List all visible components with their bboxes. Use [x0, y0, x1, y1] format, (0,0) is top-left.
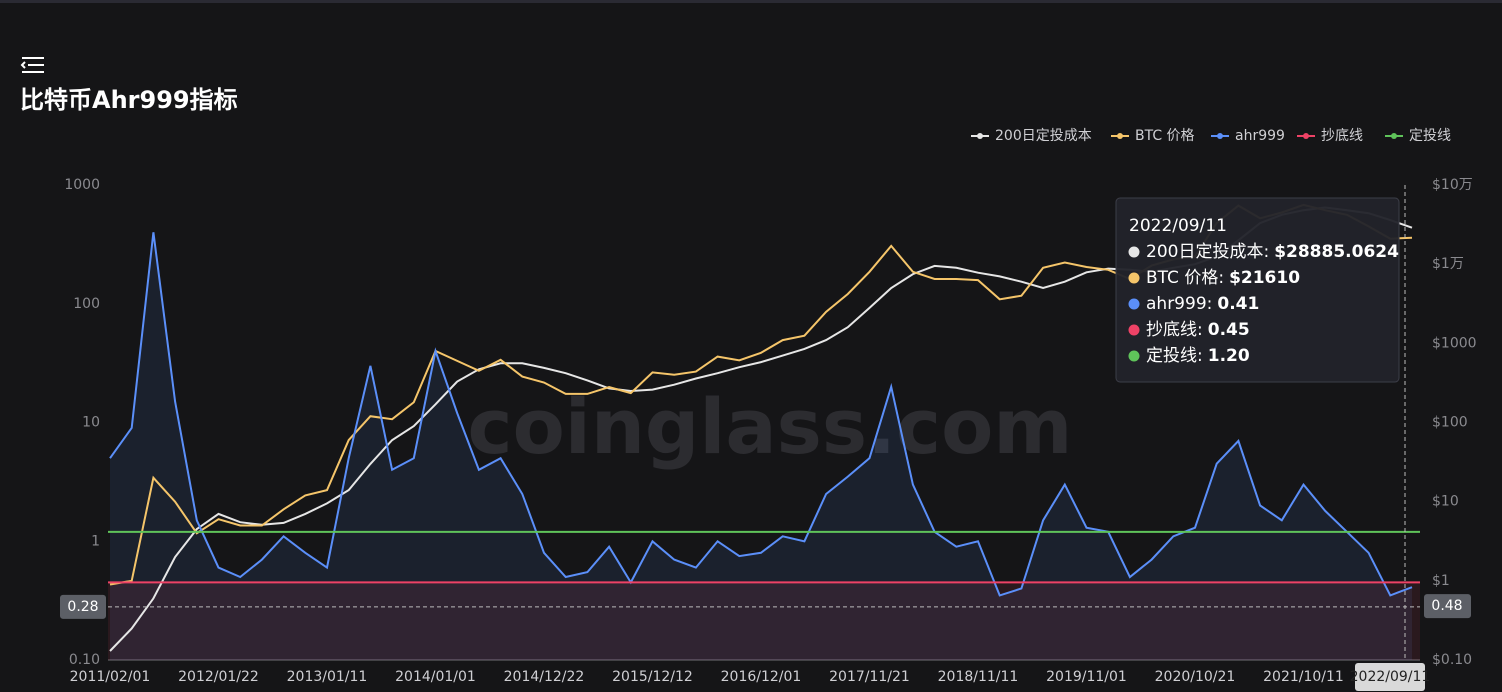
- y-tick-label: 100: [73, 296, 100, 312]
- tooltip-box: [1115, 197, 1400, 383]
- tooltip-label: 定投线:: [1146, 346, 1203, 366]
- x-tick-label: 2013/01/11: [287, 669, 368, 685]
- y-tick-label: 1000: [64, 177, 100, 193]
- tooltip-value: $28885.0624: [1274, 242, 1399, 262]
- x-tick-label: 2014/12/22: [504, 669, 585, 685]
- pointer-y-label: 0.28: [67, 599, 98, 615]
- legend-label: ahr999: [1235, 128, 1285, 144]
- tooltip-row: 抄底线: 0.45: [1146, 320, 1250, 340]
- tooltip-label: 200日定投成本:: [1146, 242, 1269, 262]
- tooltip-title: 2022/09/11: [1129, 216, 1227, 236]
- tooltip-dot: [1128, 272, 1140, 284]
- tooltip-row: 200日定投成本: $28885.0624: [1146, 242, 1399, 262]
- x-tick-label: 2021/10/11: [1263, 669, 1344, 685]
- legend-label: BTC 价格: [1135, 128, 1195, 144]
- x-tick-label: 2016/12/01: [721, 669, 802, 685]
- y2-tick-label: $1000: [1432, 335, 1477, 351]
- pointer-y2-box: [1424, 594, 1471, 619]
- legend-item[interactable]: BTC 价格: [1111, 128, 1195, 144]
- x-tick-label: 2020/10/21: [1155, 669, 1236, 685]
- tooltip-label: 抄底线:: [1146, 320, 1203, 340]
- legend-dot: [1117, 133, 1123, 139]
- x-tick-label: 2022/09/11: [1350, 669, 1431, 685]
- top-border: [0, 0, 1502, 3]
- tooltip-dot: [1128, 298, 1140, 310]
- legend-item[interactable]: 200日定投成本: [971, 128, 1092, 144]
- tooltip-row: BTC 价格: $21610: [1146, 268, 1300, 288]
- series-line: [109, 232, 1413, 597]
- legend-dot: [1391, 133, 1397, 139]
- y-tick-label: 10: [82, 415, 100, 431]
- y2-tick-label: $0.10: [1432, 652, 1472, 668]
- tooltip-label: ahr999:: [1146, 294, 1212, 314]
- legend-item[interactable]: 抄底线: [1297, 128, 1363, 144]
- y2-tick-label: $10: [1432, 494, 1459, 510]
- legend-label: 抄底线: [1321, 128, 1363, 144]
- y2-tick-label: $1: [1432, 573, 1450, 589]
- tooltip-value: 0.45: [1208, 320, 1250, 340]
- y2-tick-label: $100: [1432, 415, 1468, 431]
- x-tick-label: 2011/02/01: [70, 669, 151, 685]
- tooltip-dot: [1128, 324, 1140, 336]
- x-tick-label: 2015/12/12: [612, 669, 693, 685]
- low-zone: [108, 582, 1420, 660]
- tooltip-dot: [1128, 350, 1140, 362]
- chart-title: 比特币Ahr999指标: [20, 86, 238, 114]
- x-tick-label: 2014/01/01: [395, 669, 476, 685]
- tooltip-label: BTC 价格:: [1146, 268, 1224, 288]
- y-tick-label: 1: [91, 533, 100, 549]
- watermark: coinglass.com: [468, 382, 1073, 471]
- legend-dot: [977, 133, 983, 139]
- legend-dot: [1303, 133, 1309, 139]
- x-tick-label: 2019/11/01: [1046, 669, 1127, 685]
- y2-tick-label: $1万: [1432, 256, 1464, 272]
- tooltip-value: 0.41: [1217, 294, 1259, 314]
- tooltip-row: 定投线: 1.20: [1146, 346, 1250, 366]
- x-tick-label: 2012/01/22: [178, 669, 259, 685]
- y-tick-label: 0.10: [69, 652, 100, 668]
- legend-label: 定投线: [1409, 128, 1451, 144]
- legend-label: 200日定投成本: [995, 128, 1092, 144]
- tooltip-value: $21610: [1229, 268, 1300, 288]
- y2-tick-label: $10万: [1432, 177, 1473, 193]
- x-pointer-box: [1355, 663, 1425, 691]
- menu-icon[interactable]: [20, 57, 44, 73]
- pointer-y-box: [60, 594, 106, 619]
- x-tick-label: 2018/11/11: [938, 669, 1019, 685]
- tooltip-value: 1.20: [1208, 346, 1250, 366]
- tooltip: 2022/09/11 200日定投成本: $28885.0624 BTC 价格: $21…: [1115, 197, 1400, 383]
- legend-item[interactable]: 定投线: [1385, 128, 1451, 144]
- tooltip-dot: [1128, 246, 1140, 258]
- legend-dot: [1217, 133, 1223, 139]
- tooltip-row: ahr999: 0.41: [1146, 294, 1259, 314]
- x-tick-label: 2017/11/21: [829, 669, 910, 685]
- area: [110, 232, 1412, 661]
- pointer-y2-label: 0.48: [1431, 598, 1462, 614]
- legend-item[interactable]: ahr999: [1211, 128, 1285, 144]
